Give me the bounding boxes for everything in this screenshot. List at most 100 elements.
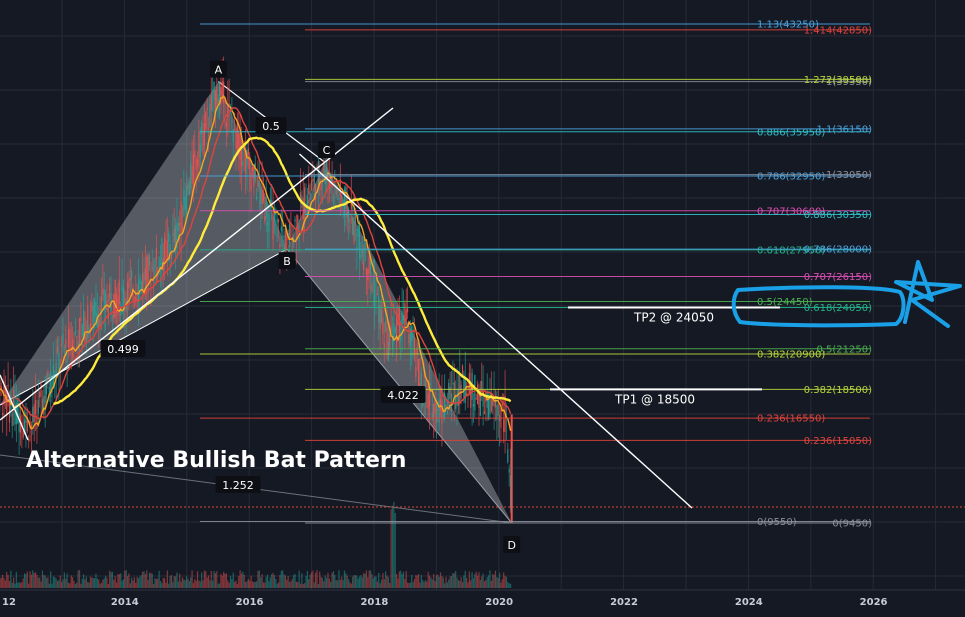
candle-body — [56, 346, 59, 353]
candle-body — [107, 307, 109, 319]
volume-bar — [216, 571, 218, 588]
volume-bar — [254, 581, 256, 588]
volume-bar — [411, 574, 413, 588]
volume-bar — [187, 578, 189, 588]
volume-bar — [269, 577, 271, 588]
candle-body — [7, 384, 9, 387]
candle-body — [251, 166, 254, 172]
volume-bar — [282, 570, 284, 588]
candle-body — [98, 317, 100, 329]
fib-label: 0.786(32950) — [757, 172, 825, 183]
candle-body — [51, 380, 53, 393]
volume-bar — [26, 571, 28, 588]
volume-bar — [371, 574, 373, 588]
volume-bar — [199, 581, 201, 588]
volume-bar — [23, 573, 26, 588]
volume-bar — [503, 572, 505, 588]
volume-bar — [449, 576, 451, 588]
candle-body — [61, 343, 63, 347]
candle-body — [17, 399, 19, 424]
volume-bar — [161, 583, 163, 588]
star-mark — [894, 260, 962, 328]
volume-bar — [347, 579, 350, 588]
volume-bar — [147, 580, 149, 588]
volume-bar — [413, 579, 416, 588]
candle-body — [181, 226, 184, 231]
candle-body — [350, 201, 352, 210]
volume-bar — [246, 581, 248, 588]
volume-bar — [62, 579, 64, 588]
candle-body — [172, 233, 174, 236]
volume-bar — [498, 572, 501, 588]
point-label-a-bg — [209, 60, 227, 78]
volume-bar — [265, 576, 267, 588]
fib-label: 0.5(21250) — [816, 344, 872, 355]
volume-bar — [66, 573, 68, 588]
candle-body — [474, 374, 476, 411]
volume-bar — [18, 581, 20, 588]
volume-bar — [419, 582, 421, 588]
candle-body — [338, 197, 340, 200]
candle-body — [154, 260, 156, 277]
candle-body — [245, 149, 247, 174]
volume-bar — [398, 571, 400, 588]
candle-body — [312, 179, 314, 182]
volume-bar — [477, 575, 479, 588]
volume-bar — [146, 570, 148, 588]
volume-bar — [475, 571, 477, 588]
candle-body — [431, 413, 433, 420]
volume-bar — [44, 575, 46, 588]
candle-body — [389, 333, 391, 350]
candle-body — [489, 391, 491, 415]
volume-bar — [74, 583, 76, 588]
volume-bar — [406, 582, 409, 588]
candle-body — [158, 256, 160, 270]
volume-bar — [478, 572, 480, 588]
volume-bar — [52, 576, 55, 588]
fib-label: 1.414(42850) — [804, 25, 872, 36]
volume-bar — [280, 571, 282, 588]
candle-body — [228, 103, 230, 107]
volume-bar — [297, 581, 299, 588]
candle-body — [205, 111, 207, 130]
volume-bar — [238, 576, 240, 588]
candle-body — [477, 384, 479, 405]
candle-body — [463, 374, 465, 398]
candle-body — [206, 107, 208, 110]
candle-body — [103, 290, 105, 310]
volume-bar — [339, 579, 341, 588]
volume-bar — [350, 583, 352, 588]
candle-body — [246, 150, 248, 167]
volume-bar — [133, 577, 136, 588]
volume-bar — [450, 575, 453, 588]
candle-body — [218, 82, 221, 96]
fib-label: 0.382(18500) — [804, 385, 872, 396]
volume-bar — [293, 575, 295, 588]
volume-bar — [405, 571, 407, 588]
candle-body — [428, 386, 431, 406]
volume-bar — [41, 570, 44, 588]
candle-body — [402, 315, 405, 321]
volume-bar — [78, 570, 81, 588]
candle-body — [62, 334, 64, 344]
volume-bar — [48, 583, 50, 588]
candle-body — [99, 308, 101, 327]
candle-body — [347, 208, 350, 223]
candle-body — [118, 279, 120, 305]
volume-bar — [92, 577, 94, 588]
volume-bar — [295, 581, 297, 588]
volume-bar — [330, 581, 332, 588]
candle-body — [48, 387, 50, 394]
targets: TP2 @ 24050 TP1 @ 18500 — [550, 306, 780, 406]
candle-body — [396, 316, 398, 348]
volume-bar — [181, 577, 184, 588]
volume-bar — [206, 577, 208, 588]
volume-bar — [369, 570, 372, 588]
candle-body — [73, 346, 75, 349]
x-tick-label: 2024 — [735, 597, 763, 608]
volume-bar — [437, 574, 439, 588]
candle-body — [18, 412, 20, 433]
volume-bar — [361, 577, 363, 588]
